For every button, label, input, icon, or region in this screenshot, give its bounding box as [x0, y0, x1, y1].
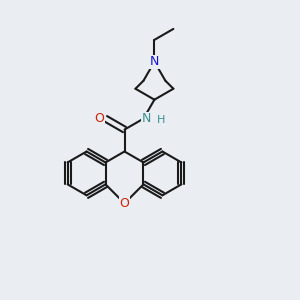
Text: N: N: [142, 112, 151, 125]
Text: H: H: [157, 115, 165, 125]
Text: O: O: [120, 197, 129, 210]
Text: N: N: [150, 55, 159, 68]
Text: O: O: [94, 112, 104, 125]
